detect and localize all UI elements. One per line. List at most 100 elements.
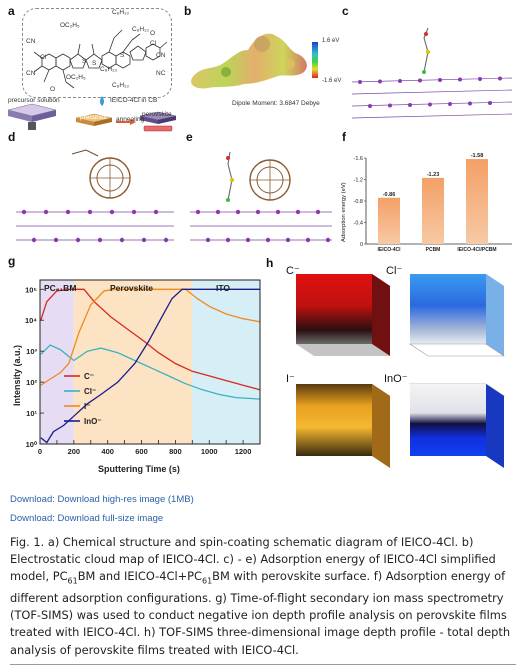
g-xtick-label: 400 — [101, 447, 114, 456]
caption-part-3: BM with perovskite surface. f) Adsorptio… — [10, 569, 511, 657]
chem-atom-label: S — [92, 60, 97, 67]
g-xtick-label: 600 — [135, 447, 148, 456]
chem-atom-label: NC — [156, 70, 166, 77]
chem-atom-label: OC₂H₅ — [60, 22, 80, 29]
substrate-label: precursor — [80, 114, 108, 121]
caption-part-2: BM and IEICO-4Cl+PC — [77, 569, 202, 584]
f-category-label: IEICO-4Cl — [377, 247, 401, 253]
panel-label-a: a — [8, 4, 15, 18]
f-bar — [378, 197, 400, 244]
g-legend-label: InO⁻ — [84, 417, 102, 426]
caption-part-1: Fig. 1. a) Chemical structure and spin-c… — [10, 535, 496, 584]
g-ytick-label: 10⁵ — [25, 285, 37, 294]
esp-scale-top: 1.6 eV — [322, 38, 340, 44]
chem-atom-label: O — [50, 86, 56, 93]
g-ylabel: Intensity (a.u.) — [12, 345, 22, 406]
download-links: Download: Download high-res image (1MB) … — [10, 490, 194, 528]
f-ylabel: Adsorption energy (eV) — [341, 182, 347, 242]
precursor-solution-label: precursor solution — [8, 97, 60, 104]
cube-label-i: I⁻ — [286, 373, 295, 385]
g-ytick-label: 10³ — [26, 347, 37, 356]
region-label-perovskite: Perovskite — [110, 283, 153, 293]
f-bar — [422, 177, 444, 244]
f-value-label: -0.86 — [383, 192, 396, 198]
cube-i — [296, 384, 390, 468]
chem-atom-label: Cl — [150, 40, 157, 47]
chem-atom-label: C₆H₁₃ — [112, 9, 129, 16]
f-ytick-label: -1.2 — [354, 178, 363, 184]
tof-sims-chart: 10⁰ 10¹ 10² 10³ 10⁴ 10⁵ 0 200 400 600 800 1000 1200… — [12, 279, 261, 474]
esp-map — [191, 33, 318, 89]
series-i-line — [40, 288, 261, 386]
f-category-label: PCBM — [426, 247, 441, 253]
panel-label-g: g — [8, 254, 16, 268]
figure: a b c d e f g h C₆H₁₃ C₆H₁₃ C₆H₁₃ C₆H₁₃ … — [7, 4, 513, 474]
g-legend-label: I⁻ — [84, 402, 90, 411]
chem-atom-label: CN — [26, 70, 36, 77]
slab-model-e — [190, 151, 332, 243]
panel-label-c: c — [342, 4, 349, 18]
g-xlabel: Sputtering Time (s) — [98, 464, 180, 474]
g-xtick-label: 1000 — [201, 447, 218, 456]
caption-sub-2: 61 — [202, 576, 213, 586]
g-xtick-label: 800 — [169, 447, 182, 456]
f-value-label: -1.58 — [471, 153, 484, 159]
series-cl-line — [40, 344, 261, 400]
panel-label-b: b — [184, 4, 192, 18]
chem-atom-label: C₆H₁₃ — [112, 82, 129, 89]
cube-c — [296, 274, 390, 356]
esp-scale-bottom: -1.6 eV — [322, 78, 342, 84]
slab-model-c — [351, 27, 513, 119]
g-ytick-label: 10⁴ — [25, 316, 37, 325]
chem-atom-label: C₆H₁₃ — [100, 66, 117, 73]
g-xtick-label: 1200 — [235, 447, 252, 456]
panel-label-e: e — [186, 130, 193, 144]
f-category-label: IEICO-4Cl/PCBM — [457, 247, 496, 253]
caption-sub-1: 61 — [67, 576, 78, 586]
chem-atom-label: S — [120, 52, 125, 59]
g-ytick-label: 10¹ — [26, 409, 37, 418]
panel-label-f: f — [342, 130, 346, 144]
cube-cl — [409, 274, 505, 357]
f-ytick-label: -0.4 — [354, 221, 363, 227]
series-c-line — [40, 288, 261, 391]
download-full-size-link[interactable]: Download: Download full-size image — [10, 513, 164, 524]
drop-label: IEICO-4Cl in CB — [110, 97, 158, 104]
g-xtick-label: 200 — [68, 447, 81, 456]
droplet-icon — [100, 96, 104, 106]
region-label-ito: ITO — [216, 283, 230, 293]
tof-sims-3d-cubes — [296, 274, 505, 468]
panel-label-h: h — [266, 256, 274, 270]
series-ino-line — [40, 288, 260, 444]
chem-structure-drawing — [33, 29, 168, 89]
f-bar — [466, 159, 488, 244]
download-high-res-link[interactable]: Download: Download high-res image (1MB) — [10, 494, 194, 505]
cube-label-c: C⁻ — [286, 265, 300, 277]
region-ito — [192, 280, 260, 444]
g-legend-label: C⁻ — [84, 372, 94, 381]
caption-divider — [10, 664, 516, 665]
annealing-label: annealing — [116, 116, 145, 123]
chem-atom-label: O — [150, 30, 156, 37]
region-label-pcbm: PC₆₁BM — [44, 283, 76, 293]
cube-label-cl: Cl⁻ — [386, 265, 403, 277]
g-ytick-label: 10² — [26, 378, 37, 387]
f-value-label: -1.23 — [427, 172, 440, 178]
g-ytick-label: 10⁰ — [26, 440, 38, 449]
chem-atom-label: OC₂H₅ — [66, 74, 86, 81]
g-legend-label: Cl⁻ — [84, 387, 96, 396]
f-ytick-label: -0.8 — [354, 199, 363, 205]
chem-structure-box — [22, 8, 172, 98]
f-ytick-label: -1.6 — [354, 156, 363, 162]
chem-atom-label: C₆H₁₃ — [132, 26, 149, 33]
chem-atom-label: S — [82, 58, 87, 65]
chem-atom-label: CN — [26, 38, 36, 45]
slab-model-d — [16, 149, 174, 243]
f-ytick-label: 0 — [360, 242, 363, 248]
chem-atom-label: CN — [156, 52, 166, 59]
figure-caption: Fig. 1. a) Chemical structure and spin-c… — [10, 534, 516, 659]
g-xtick-label: 0 — [38, 447, 42, 456]
cube-label-ino: InO⁻ — [384, 373, 408, 385]
panel-label-d: d — [8, 130, 16, 144]
spin-coating-schematic — [7, 96, 177, 132]
